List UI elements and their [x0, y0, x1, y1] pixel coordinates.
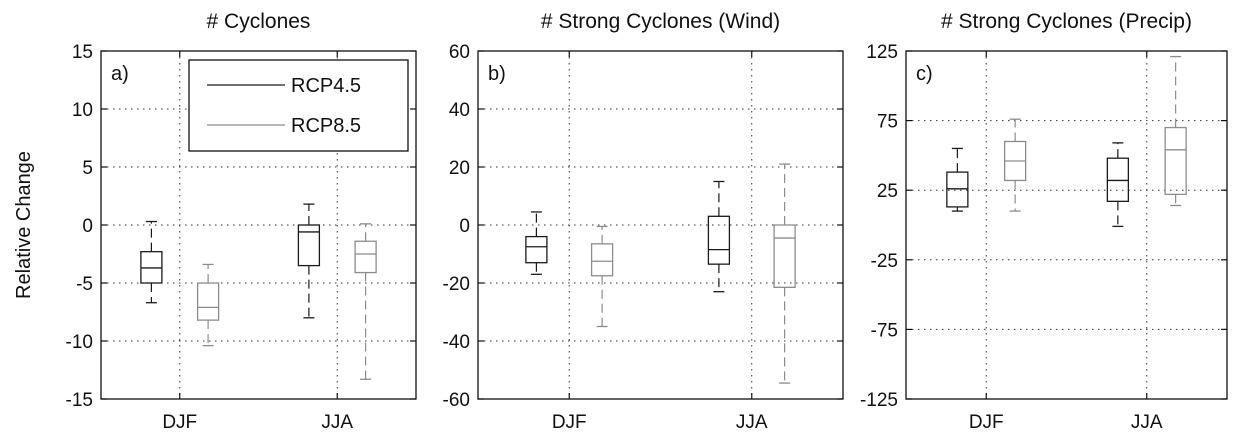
box-rcp45-jja — [297, 203, 321, 319]
box-iqr — [1106, 157, 1130, 202]
legend: RCP4.5 RCP8.5 — [188, 59, 409, 152]
box-rcp45-djf — [140, 220, 163, 304]
box-rcp85-djf — [1003, 118, 1027, 212]
panel-title: # Strong Cyclones (Precip) — [941, 10, 1192, 33]
y-tick-label: 75 — [877, 112, 898, 133]
y-tick-label: 125 — [866, 42, 898, 63]
box-iqr — [946, 171, 969, 208]
panel-c: -125 -75 -25 25 75 125 DJF JJA # Strong Cyclones… — [860, 10, 1228, 433]
panel-title: # Cyclones — [207, 10, 311, 33]
panel-title: # Strong Cyclones (Wind) — [541, 10, 780, 33]
box-rcp85-djf — [196, 263, 220, 347]
y-axis-label: Relative Change — [13, 151, 35, 299]
box-rcp45-djf — [946, 147, 969, 212]
legend-box — [188, 59, 409, 152]
y-tick-label: -15 — [66, 390, 93, 411]
y-tick-label: -60 — [443, 390, 470, 411]
legend-label: RCP4.5 — [291, 75, 361, 97]
box-rcp85-jja — [1164, 55, 1187, 207]
y-tick-label: -10 — [66, 332, 93, 353]
x-tick-label: DJF — [969, 412, 1004, 433]
y-tick-label: 5 — [82, 158, 93, 179]
y-tick-label: -40 — [443, 332, 470, 353]
y-tick-label: -25 — [871, 251, 898, 272]
panel-label: b) — [488, 63, 506, 85]
y-tick-label: 40 — [449, 100, 470, 121]
panel-b: -60 -40 -20 0 20 40 60 DJF JJA # Strong Cyclones … — [443, 10, 844, 433]
panel-label: a) — [111, 63, 129, 85]
x-tick-label: JJA — [321, 412, 353, 433]
x-tick-label: JJA — [1131, 412, 1163, 433]
plot-frame — [905, 50, 1228, 400]
y-tick-label: 0 — [82, 216, 93, 237]
box-iqr — [773, 224, 796, 288]
y-tick-label: -125 — [860, 390, 898, 411]
box-rcp85-jja — [354, 223, 377, 380]
box-iqr — [1164, 126, 1187, 196]
box-iqr — [525, 235, 548, 264]
box-rcp85-djf — [590, 225, 614, 328]
box-rcp85-jja — [773, 163, 796, 384]
legend-label: RCP8.5 — [291, 115, 361, 137]
y-tick-label: 10 — [72, 100, 93, 121]
y-tick-label: -5 — [76, 274, 93, 295]
y-tick-label: -75 — [871, 320, 898, 341]
box-rcp45-djf — [525, 211, 548, 275]
box-iqr — [297, 224, 321, 267]
x-tick-label: DJF — [162, 412, 197, 433]
y-tick-label: 25 — [877, 181, 898, 202]
box-iqr — [590, 243, 614, 277]
box-rcp45-jja — [1106, 142, 1130, 228]
box-rcp45-jja — [707, 180, 731, 293]
y-tick-label: 0 — [459, 216, 470, 237]
panel-label: c) — [916, 63, 933, 85]
y-tick-label: 60 — [449, 42, 470, 63]
y-tick-label: -20 — [443, 274, 470, 295]
y-tick-label: 15 — [72, 42, 93, 63]
box-iqr — [707, 215, 731, 265]
box-iqr — [196, 282, 220, 321]
x-tick-label: DJF — [552, 412, 587, 433]
x-tick-label: JJA — [736, 412, 768, 433]
box-iqr — [354, 240, 377, 274]
y-tick-label: 20 — [449, 158, 470, 179]
